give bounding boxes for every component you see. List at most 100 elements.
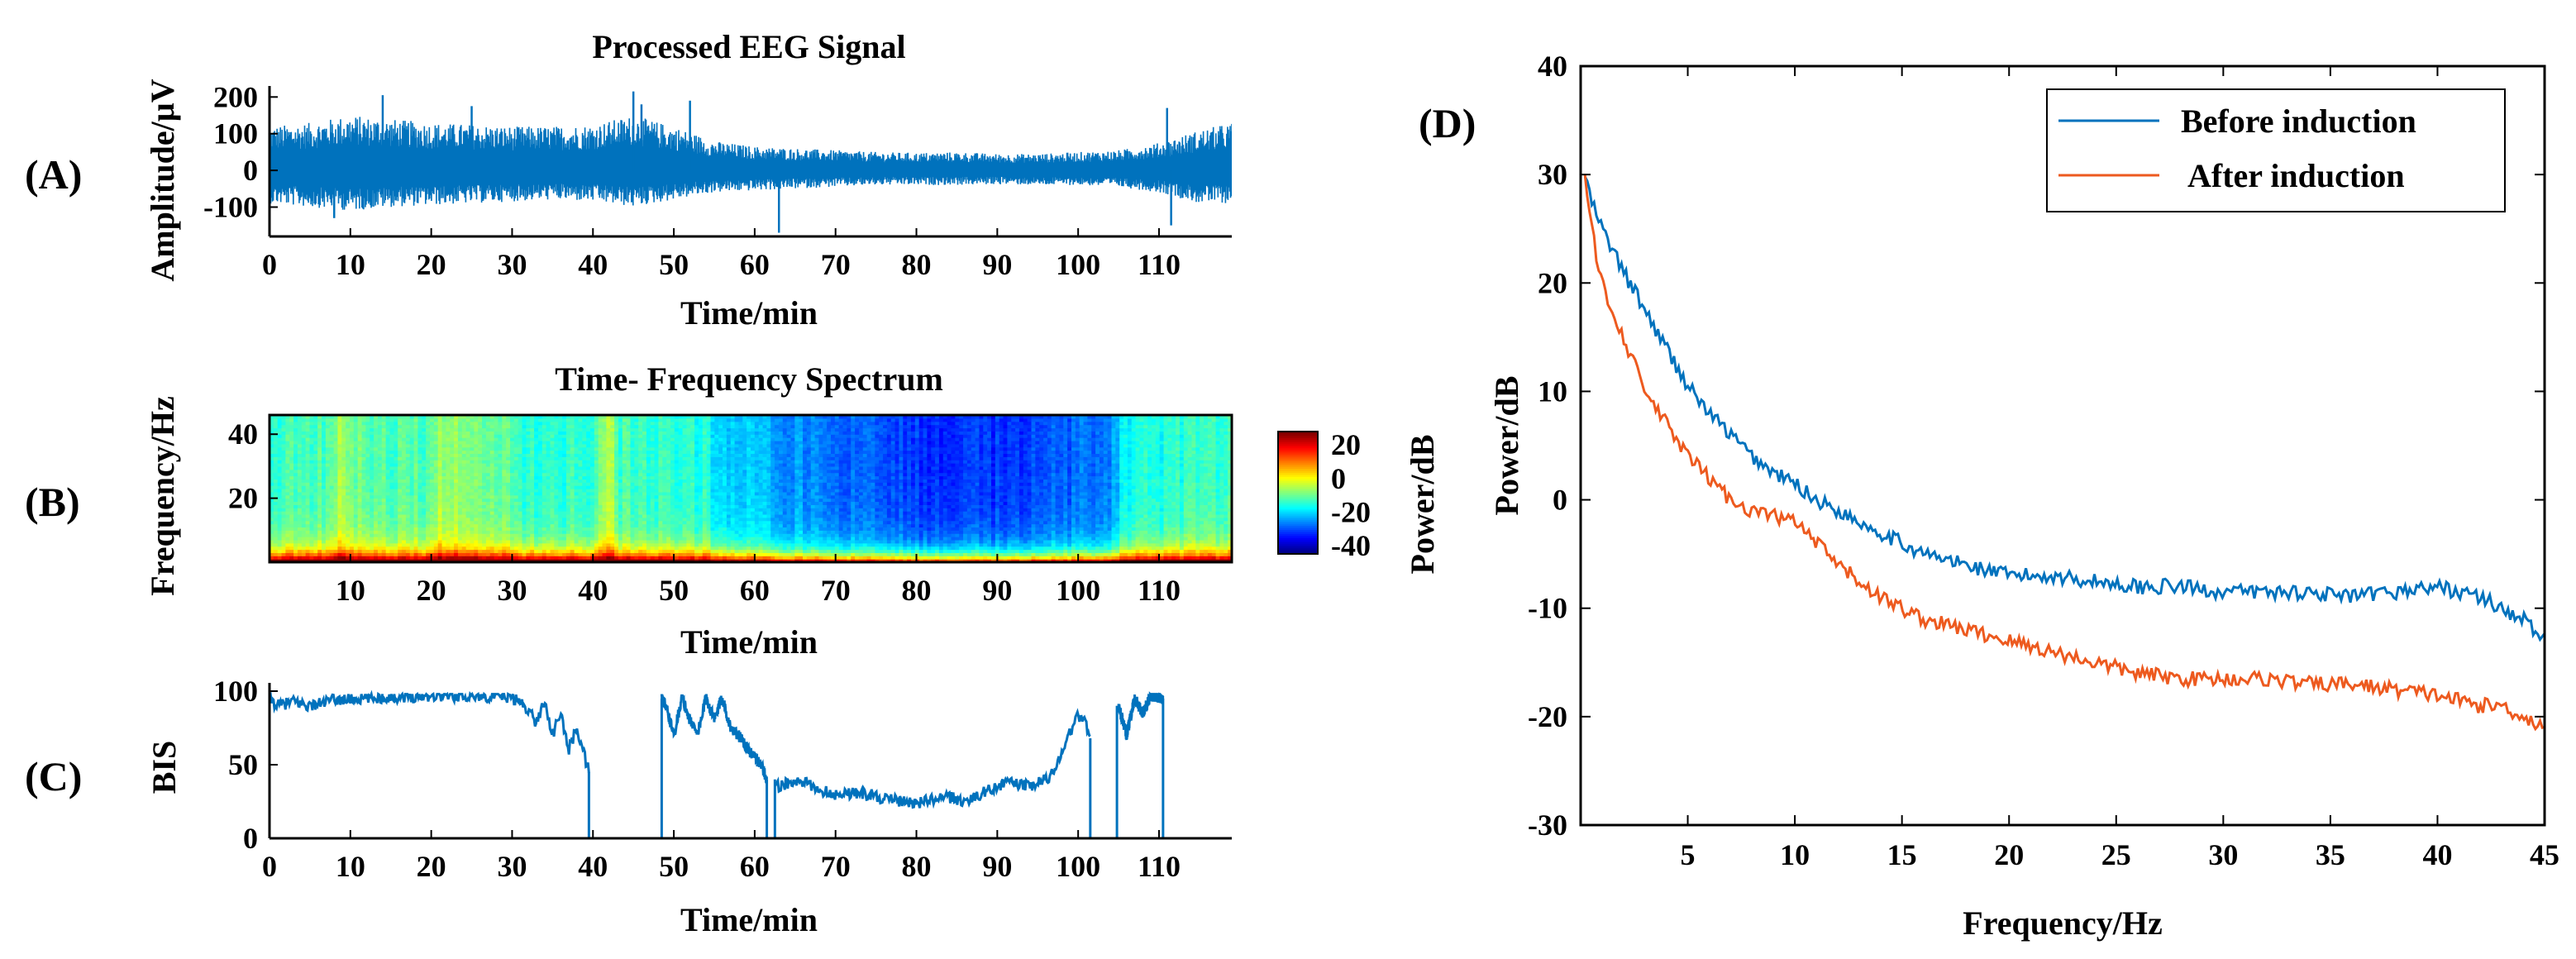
spectrogram-cell xyxy=(317,508,322,512)
spectrogram-cell xyxy=(350,431,355,435)
spectrogram-cell xyxy=(430,552,435,556)
spectrogram-cell xyxy=(670,443,675,448)
spectrogram-cell xyxy=(582,446,587,451)
spectrogram-cell xyxy=(578,523,583,528)
spectrogram-cell xyxy=(634,517,639,522)
spectrogram-cell xyxy=(402,421,407,426)
spectrogram-cell xyxy=(698,559,704,563)
spectrogram-cell xyxy=(494,460,499,464)
spectrogram-cell xyxy=(522,453,527,457)
spectrogram-cell xyxy=(405,440,411,445)
spectrogram-cell xyxy=(662,494,667,499)
spectrogram-cell xyxy=(457,537,463,541)
spectrogram-cell xyxy=(341,465,346,470)
spectrogram-cell xyxy=(574,559,580,563)
spectrogram-cell xyxy=(506,491,511,496)
spectrogram-cell xyxy=(370,539,374,544)
spectrogram-cell xyxy=(309,520,314,525)
spectrogram-cell xyxy=(270,517,274,522)
spectrogram-cell xyxy=(586,450,591,455)
spectrogram-cell xyxy=(590,546,595,551)
spectrogram-cell xyxy=(365,517,370,522)
spectrogram-cell xyxy=(513,482,519,486)
spectrogram-cell xyxy=(554,533,559,537)
spectrogram-cell xyxy=(682,485,687,489)
spectrogram-cell xyxy=(666,427,671,432)
spectrogram-cell xyxy=(441,472,446,477)
spectrogram-cell xyxy=(482,482,487,486)
spectrogram-cell xyxy=(626,508,632,512)
spectrogram-cell xyxy=(433,475,439,480)
spectrogram-cell xyxy=(446,501,451,505)
spectrogram-cell xyxy=(618,539,623,544)
spectrogram-cell xyxy=(698,533,704,537)
spectrogram-cell xyxy=(461,465,467,470)
spectrogram-cell xyxy=(662,517,667,522)
spectrogram-cell xyxy=(309,434,314,438)
spectrogram-cell xyxy=(398,427,403,432)
spectrogram-cell xyxy=(510,517,515,522)
spectrogram-cell xyxy=(694,475,699,480)
spectrogram-cell xyxy=(361,520,366,525)
spectrogram-cell xyxy=(662,542,667,547)
spectrogram-cell xyxy=(494,472,499,477)
spectrogram-cell xyxy=(550,469,555,474)
spectrogram-cell xyxy=(341,472,346,477)
spectrogram-cell xyxy=(329,533,335,537)
spectrogram-cell xyxy=(417,546,422,551)
spectrogram-cell xyxy=(370,537,374,541)
spectrogram-cell xyxy=(690,421,695,426)
spectrogram-cell xyxy=(389,537,394,541)
spectrogram-cell xyxy=(526,434,531,438)
spectrogram-cell xyxy=(510,546,515,551)
spectrogram-cell xyxy=(686,463,691,467)
spectrogram-cell xyxy=(489,437,495,441)
spectrogram-cell xyxy=(357,437,363,441)
spectrogram-cell xyxy=(474,546,479,551)
spectrogram-cell xyxy=(430,530,435,534)
spectrogram-cell xyxy=(513,440,519,445)
spectrogram-cell xyxy=(405,533,411,537)
spectrogram-cell xyxy=(626,415,632,419)
spectrogram-cell xyxy=(422,463,427,467)
spectrogram-cell xyxy=(346,556,351,560)
spectrogram-cell xyxy=(313,469,318,474)
spectrogram-cell xyxy=(586,511,591,515)
spectrogram-cell xyxy=(370,559,374,563)
spectrogram-cell xyxy=(273,475,279,480)
spectrogram-cell xyxy=(281,475,286,480)
spectrogram-cell xyxy=(289,475,294,480)
spectrogram-cell xyxy=(465,440,471,445)
spectrogram-cell xyxy=(361,504,366,508)
spectrogram-cell xyxy=(526,431,531,435)
spectrogram-cell xyxy=(433,491,439,496)
spectrogram-cell xyxy=(405,415,411,419)
spectrogram-cell xyxy=(489,559,495,563)
spectrogram-cell xyxy=(502,482,507,486)
spectrogram-cell xyxy=(494,530,499,534)
spectrogram-cell xyxy=(293,501,298,505)
spectrogram-cell xyxy=(522,415,527,419)
spectrogram-cell xyxy=(273,517,279,522)
spectrogram-cell xyxy=(409,415,415,419)
spectrogram-cell xyxy=(337,431,342,435)
spectrogram-cell xyxy=(377,424,383,429)
spectrogram-cell xyxy=(441,530,446,534)
spectrogram-cell xyxy=(365,417,370,422)
spectrogram-cell xyxy=(333,501,339,505)
spectrogram-cell xyxy=(610,443,615,448)
spectrogram-cell xyxy=(405,417,411,422)
spectrogram-cell xyxy=(622,533,627,537)
spectrogram-cell xyxy=(502,523,507,528)
spectrogram-cell xyxy=(666,494,671,499)
spectrogram-cell xyxy=(325,498,331,503)
spectrogram-cell xyxy=(550,415,555,419)
spectrogram-cell xyxy=(634,527,639,531)
spectrogram-cell xyxy=(666,517,671,522)
spectrogram-cell xyxy=(690,453,695,457)
spectrogram-cell xyxy=(337,472,342,477)
spectrogram-cell xyxy=(289,511,294,515)
spectrogram-cell xyxy=(674,460,680,464)
spectrogram-cell xyxy=(350,530,355,534)
spectrogram-cell xyxy=(450,494,455,499)
